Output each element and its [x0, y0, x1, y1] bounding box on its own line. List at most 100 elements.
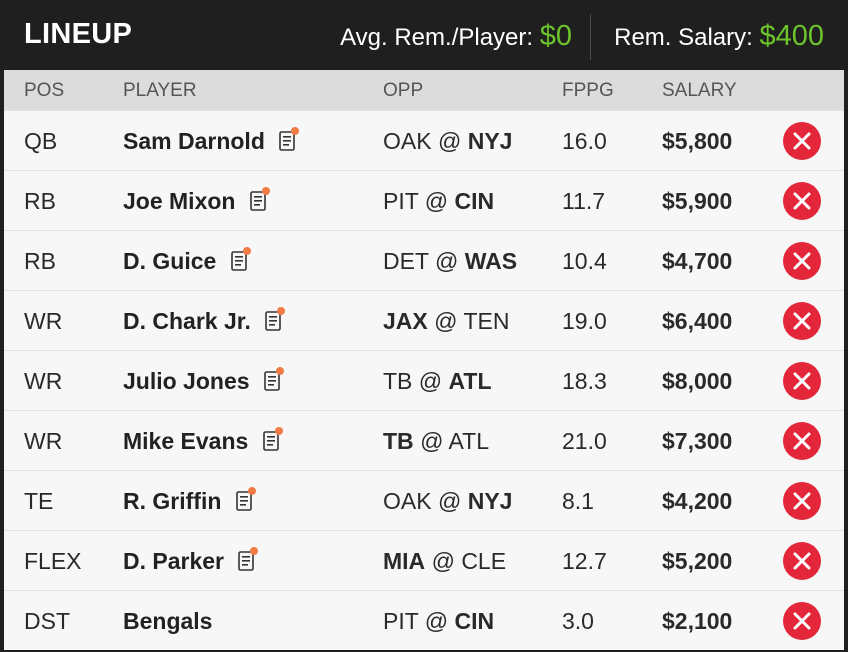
remove-player-button[interactable]: [783, 242, 821, 280]
player-news-icon[interactable]: [265, 307, 286, 331]
table-header: POS PLAYER OPP FPPG SALARY: [4, 70, 844, 110]
player-fppg: 21.0: [562, 428, 607, 454]
player-cell[interactable]: D. Chark Jr.: [123, 307, 286, 335]
table-row[interactable]: QB Sam Darnold OAK @ NYJ 16.0 $5,800: [4, 110, 844, 170]
player-position: WR: [24, 308, 63, 334]
remove-player-button[interactable]: [783, 602, 821, 640]
player-name[interactable]: Mike Evans: [123, 428, 249, 454]
remove-player-button[interactable]: [783, 182, 821, 220]
table-row[interactable]: WR Julio Jones TB @ ATL 18.3 $8,000: [4, 350, 844, 410]
column-header-player[interactable]: PLAYER: [123, 80, 197, 101]
player-news-icon[interactable]: [279, 127, 300, 151]
remove-player-button[interactable]: [783, 542, 821, 580]
table-row[interactable]: DST Bengals PIT @ CIN 3.0 $2,100: [4, 590, 844, 650]
player-name[interactable]: Sam Darnold: [123, 128, 265, 154]
player-name[interactable]: D. Guice: [123, 248, 217, 274]
news-alert-dot: [291, 127, 300, 135]
player-cell[interactable]: R. Griffin: [123, 487, 256, 515]
player-name[interactable]: Julio Jones: [123, 368, 250, 394]
player-name[interactable]: Joe Mixon: [123, 188, 236, 214]
player-news-icon[interactable]: [262, 427, 283, 451]
remaining-salary: Rem. Salary: $400: [614, 20, 824, 53]
avg-remaining-per-player: Avg. Rem./Player: $0: [340, 20, 572, 53]
table-row[interactable]: RB Joe Mixon PIT @ CIN 11.7 $5,900: [4, 170, 844, 230]
player-cell[interactable]: D. Guice: [123, 247, 251, 275]
home-team: CLE: [461, 548, 507, 574]
player-news-icon[interactable]: [264, 367, 284, 391]
player-news-icon[interactable]: [238, 547, 259, 571]
player-news-icon[interactable]: [235, 487, 256, 511]
close-icon: [793, 432, 811, 450]
player-cell[interactable]: D. Parker: [123, 547, 259, 575]
player-salary: $4,700: [662, 248, 733, 274]
column-header-salary[interactable]: SALARY: [662, 80, 737, 101]
matchup: JAX @ TEN: [383, 308, 509, 335]
close-icon: [793, 132, 811, 150]
player-name[interactable]: D. Parker: [123, 548, 225, 574]
away-team: TB: [383, 368, 413, 394]
away-team: PIT: [383, 608, 419, 634]
player-fppg: 18.3: [562, 368, 607, 394]
player-cell[interactable]: Julio Jones: [123, 367, 284, 395]
at-symbol: @: [437, 488, 462, 514]
table-row[interactable]: TE R. Griffin OAK @ NYJ 8.1 $4,200: [4, 470, 844, 530]
player-position: FLEX: [24, 548, 82, 574]
matchup: OAK @ NYJ: [383, 488, 512, 515]
home-team: NYJ: [467, 488, 513, 514]
column-header-fppg[interactable]: FPPG: [562, 80, 614, 101]
column-header-opp[interactable]: OPP: [383, 80, 424, 101]
matchup: PIT @ CIN: [383, 188, 494, 215]
player-name[interactable]: Bengals: [123, 608, 213, 634]
matchup: OAK @ NYJ: [383, 128, 512, 155]
player-salary: $7,300: [662, 428, 733, 454]
news-alert-dot: [274, 427, 283, 435]
news-alert-dot: [275, 367, 284, 375]
remove-player-button[interactable]: [783, 122, 821, 160]
player-name[interactable]: D. Chark Jr.: [123, 308, 251, 334]
player-salary: $8,000: [662, 368, 733, 394]
player-cell[interactable]: Sam Darnold: [123, 127, 300, 155]
table-row[interactable]: WR D. Chark Jr. JAX @ TEN 19.0 $6,400: [4, 290, 844, 350]
matchup: MIA @ CLE: [383, 548, 506, 575]
player-cell[interactable]: Mike Evans: [123, 427, 283, 455]
at-symbol: @: [437, 128, 462, 154]
player-position: QB: [24, 128, 58, 154]
at-symbol: @: [424, 608, 449, 634]
player-fppg: 3.0: [562, 608, 594, 634]
close-icon: [793, 552, 811, 570]
player-cell[interactable]: Joe Mixon: [123, 187, 270, 215]
at-symbol: @: [420, 428, 444, 454]
home-team: WAS: [464, 248, 518, 274]
player-salary: $6,400: [662, 308, 733, 334]
player-news-icon[interactable]: [230, 247, 251, 271]
header-divider: [590, 14, 591, 60]
column-header-pos[interactable]: POS: [24, 80, 65, 101]
table-row[interactable]: WR Mike Evans TB @ ATL 21.0 $7,300: [4, 410, 844, 470]
remaining-salary-label: Rem. Salary:: [614, 24, 753, 51]
away-team: OAK: [383, 488, 432, 514]
close-icon: [793, 192, 811, 210]
table-row[interactable]: RB D. Guice DET @ WAS 10.4 $4,700: [4, 230, 844, 290]
at-symbol: @: [418, 368, 443, 394]
remove-player-button[interactable]: [783, 362, 821, 400]
player-fppg: 16.0: [562, 128, 607, 154]
remove-player-button[interactable]: [783, 422, 821, 460]
home-team: TEN: [463, 308, 510, 334]
home-team: ATL: [448, 428, 490, 454]
close-icon: [793, 492, 811, 510]
at-symbol: @: [424, 188, 449, 214]
home-team: CIN: [454, 608, 495, 634]
close-icon: [793, 612, 811, 630]
player-news-icon[interactable]: [250, 187, 270, 211]
lineup-title: LINEUP: [24, 18, 133, 50]
player-position: DST: [24, 608, 70, 634]
player-cell[interactable]: Bengals: [123, 608, 212, 635]
table-row[interactable]: FLEX D. Parker MIA @ CLE 12.7 $5,200: [4, 530, 844, 590]
home-team: ATL: [448, 368, 492, 394]
player-name[interactable]: R. Griffin: [123, 488, 222, 514]
away-team: TB: [383, 428, 414, 454]
remove-player-button[interactable]: [783, 302, 821, 340]
remove-player-button[interactable]: [783, 482, 821, 520]
close-icon: [793, 252, 811, 270]
